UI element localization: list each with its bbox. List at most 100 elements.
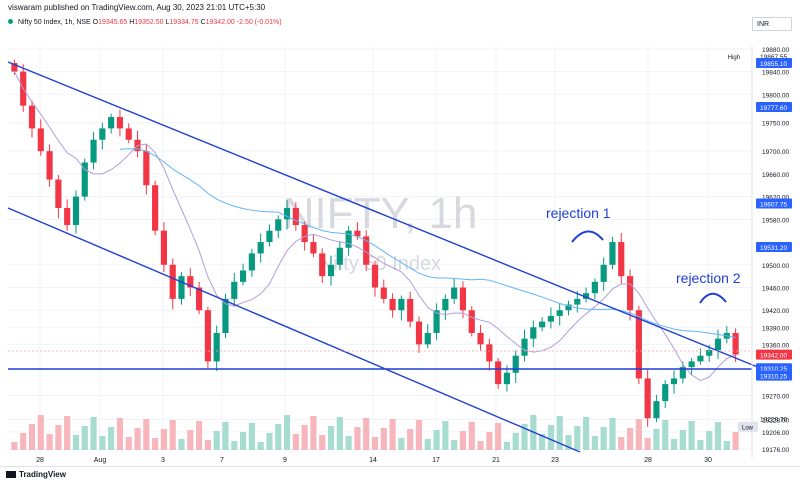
volume-bar <box>196 421 203 450</box>
volume-bar <box>125 437 132 450</box>
support-price-tag-2: 19310.25 <box>760 374 787 381</box>
high-label: H <box>129 19 135 26</box>
price-axis[interactable]: 19880.00 19840.00 19800.00 19750.00 19700.00… <box>751 46 789 458</box>
candle-body <box>231 281 238 299</box>
candle-body <box>503 372 511 385</box>
high-price-label: 19867.55 <box>760 54 787 61</box>
tradingview-brand[interactable]: TradingView <box>6 470 66 479</box>
candle-body <box>204 310 211 362</box>
volume-bar <box>20 433 27 450</box>
volume-bar <box>653 429 660 450</box>
volume-bar <box>301 425 308 450</box>
time-tick-label: 14 <box>369 457 377 464</box>
candle-body <box>679 367 686 379</box>
candlestick-chart[interactable]: NIFTY, 1h Nifty 50 Index rejection 1 rej… <box>0 0 800 466</box>
candle-body <box>248 253 255 271</box>
symbol-legend: Nifty 50 Index, 1h, NSE O19345.65 H19352… <box>8 19 282 26</box>
price-tag-19855-bg <box>756 57 792 68</box>
price-tick-label: 19500.00 <box>762 263 789 270</box>
upper-trendline[interactable] <box>7 61 761 369</box>
volume-bar <box>389 419 396 450</box>
volume-bar <box>433 430 440 450</box>
volume-bar <box>222 422 229 450</box>
candle-body <box>565 304 572 311</box>
support-price-tag-1: 19310.25 <box>760 366 787 373</box>
candle-body <box>521 338 528 356</box>
lower-trendline[interactable] <box>7 207 581 453</box>
volume-bar <box>407 429 414 450</box>
volume-bar <box>556 416 563 450</box>
price-tick-label: 19840.00 <box>762 70 789 77</box>
volume-bar <box>336 417 343 450</box>
time-tick-label: 3 <box>161 457 165 464</box>
price-tag-19855: 19855.10 <box>760 61 787 68</box>
support-price-tag-2-bg <box>756 370 792 381</box>
volume-bar <box>11 442 18 450</box>
volume-bar <box>565 435 572 450</box>
candle-body <box>292 207 299 226</box>
price-tick-label: 19206.00 <box>762 430 789 437</box>
last-price-tag-bg <box>756 349 792 360</box>
candles <box>11 59 739 427</box>
volume-bar <box>160 429 167 450</box>
volume-bar <box>116 418 124 450</box>
candle-body <box>670 378 678 385</box>
candle-body <box>618 242 625 277</box>
candle-body <box>591 281 598 294</box>
volume-bar <box>363 418 370 450</box>
publisher-note: viswaram published on TradingView.com, A… <box>8 3 266 12</box>
candle-body <box>714 338 722 351</box>
volume-bar <box>662 420 669 450</box>
candle-body <box>442 298 449 311</box>
volume-bar <box>187 430 194 450</box>
candle-body <box>468 310 475 333</box>
volume-bar <box>143 419 150 450</box>
volume-bar <box>354 427 361 450</box>
symbol-name: Nifty 50 Index, 1h, NSE <box>17 19 91 26</box>
price-tag-19531: 19531.20 <box>760 245 787 252</box>
candle-body <box>213 332 220 362</box>
volume-bar <box>319 435 326 450</box>
candle-body <box>266 230 273 243</box>
candle-body <box>635 310 642 379</box>
price-tick-label: 19660.00 <box>762 172 789 179</box>
candle-body <box>530 327 537 339</box>
volume-bar <box>706 431 713 450</box>
candle-body <box>398 298 405 311</box>
candle-body <box>653 401 660 419</box>
candle-body <box>327 264 335 277</box>
candle-body <box>108 117 115 129</box>
candle-body <box>125 128 132 140</box>
currency-selector[interactable]: INR <box>752 17 792 31</box>
candle-body <box>477 332 484 345</box>
volume-bar <box>380 428 387 450</box>
candle-body <box>81 162 88 197</box>
volume-bar <box>46 434 53 450</box>
price-tag-19607: 19607.75 <box>760 202 787 209</box>
high-value: 19352.50 <box>134 19 164 26</box>
volume-bar <box>213 431 220 450</box>
volume-bar <box>600 427 607 450</box>
price-tick-label: 19360.00 <box>762 342 789 349</box>
volume-bar <box>108 427 115 450</box>
tradingview-logo-icon <box>6 471 16 479</box>
price-tag-19777: 19777.60 <box>760 105 787 112</box>
price-tick-label: 19880.00 <box>762 47 789 54</box>
candle-body <box>380 287 387 299</box>
price-tick-label: 19460.00 <box>762 286 789 293</box>
volume-bar <box>283 415 291 450</box>
time-axis[interactable]: 28 Aug 3 7 9 14 17 21 23 28 30 <box>36 457 712 464</box>
candle-body <box>389 298 396 311</box>
volume-bar <box>152 438 159 450</box>
candle-body <box>160 230 167 265</box>
candle-body <box>706 350 713 356</box>
price-tick-label: 19580.00 <box>762 217 789 224</box>
watermark-name: Nifty 50 Index <box>319 253 441 275</box>
candle-body <box>319 253 326 277</box>
candle-body <box>556 310 563 316</box>
candle-body <box>354 230 361 237</box>
time-tick-label: 21 <box>492 457 500 464</box>
volume-bar <box>679 430 686 450</box>
close-value: 19342.00 <box>205 19 235 26</box>
volume-bar <box>55 425 62 450</box>
